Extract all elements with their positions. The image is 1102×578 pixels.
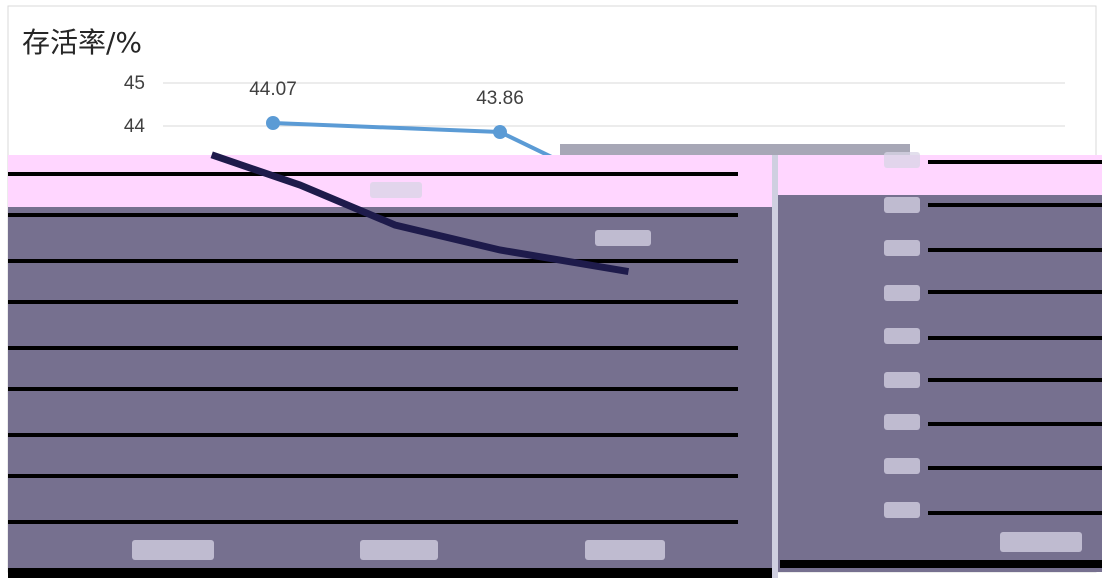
glitch-glyph-blob [132, 540, 214, 560]
glitch-glyph-blob [884, 240, 920, 256]
glitch-bar [8, 568, 772, 578]
series-layer [266, 115, 560, 163]
glitch-glyph-blob [884, 502, 920, 518]
glitch-bar [8, 474, 738, 478]
glitch-glyph-blob [884, 458, 920, 474]
glitch-glyph-blob [585, 540, 665, 560]
glitch-glyph-blob [884, 285, 920, 301]
glitch-bar [8, 433, 738, 437]
glitch-bar [928, 290, 1102, 294]
glitch-bar [780, 560, 1102, 568]
glitch-divider [772, 155, 778, 578]
y-axis-label: 存活率/% [22, 26, 142, 59]
overlay-layer [8, 144, 1102, 578]
glitch-glyph-blob [595, 230, 651, 246]
glitch-glyph-blob [370, 182, 422, 198]
glitch-panel-right [778, 195, 1102, 572]
tick-layer: 45 44 [124, 73, 146, 137]
data-point [493, 125, 507, 140]
glitch-bar [928, 203, 1102, 207]
glitch-glyph-blob [884, 414, 920, 430]
data-label: 43.86 [476, 88, 524, 109]
glitch-bar [8, 259, 738, 263]
glitch-bar [928, 422, 1102, 426]
data-point [266, 115, 280, 130]
glitch-bar [928, 466, 1102, 470]
glitch-bar [928, 511, 1102, 515]
glitch-glyph-blob [1000, 532, 1082, 552]
glitch-glyph-blob [884, 197, 920, 213]
glitch-glyph-blob [360, 540, 438, 560]
glitch-bar [928, 160, 1102, 164]
glitch-glyph-blob [884, 328, 920, 344]
glitch-strip [560, 144, 910, 156]
glitch-bar [928, 378, 1102, 382]
glitch-bar [8, 346, 738, 350]
glitch-bar [928, 248, 1102, 252]
glitch-bar [8, 300, 738, 304]
data-label: 44.07 [249, 79, 297, 100]
glitch-glyph-blob [884, 372, 920, 388]
glitch-line [210, 151, 630, 276]
glitch-bar [8, 172, 738, 176]
glitch-glyph-blob [884, 152, 920, 168]
y-tick-label: 44 [124, 116, 146, 137]
label-layer: 44.07 43.86 [249, 79, 524, 109]
glitch-bar [8, 387, 738, 391]
glitch-bar [928, 336, 1102, 340]
glitch-bar [8, 520, 738, 524]
y-tick-label: 45 [124, 73, 145, 94]
